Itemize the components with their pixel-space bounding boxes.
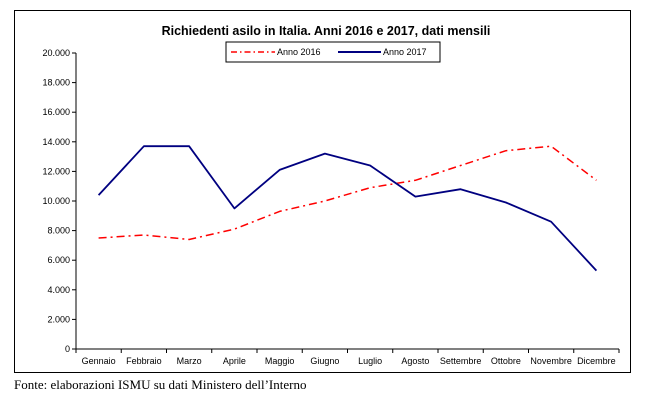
y-tick-label: 16.000 bbox=[42, 107, 70, 117]
source-note: Fonte: elaborazioni ISMU su dati Ministe… bbox=[14, 377, 307, 392]
y-tick-label: 2.000 bbox=[47, 314, 70, 324]
y-tick-label: 18.000 bbox=[42, 78, 70, 88]
x-tick-label: Dicembre bbox=[577, 356, 616, 366]
y-tick-label: 12.000 bbox=[42, 166, 70, 176]
y-tick-label: 4.000 bbox=[47, 285, 70, 295]
series-line-2017 bbox=[97, 145, 598, 272]
y-tick-label: 20.000 bbox=[42, 48, 70, 58]
x-tick-label: Ottobre bbox=[491, 356, 521, 366]
x-tick-label: Aprile bbox=[223, 356, 246, 366]
x-tick-label: Novembre bbox=[530, 356, 572, 366]
legend-box bbox=[225, 41, 441, 63]
chart-frame: Richiedenti asilo in Italia. Anni 2016 e… bbox=[14, 10, 631, 373]
x-tick-label: Luglio bbox=[358, 356, 382, 366]
x-tick-label: Marzo bbox=[177, 356, 202, 366]
x-tick-label: Gennaio bbox=[82, 356, 116, 366]
series-line-2016 bbox=[98, 145, 597, 241]
y-tick-label: 6.000 bbox=[47, 255, 70, 265]
y-tick-label: 0 bbox=[65, 344, 70, 354]
x-tick-label: Settembre bbox=[440, 356, 482, 366]
legend: Anno 2016 Anno 2017 bbox=[225, 41, 441, 63]
y-tick-label: 8.000 bbox=[47, 226, 70, 236]
legend-label-2017: Anno 2017 bbox=[383, 47, 427, 57]
x-tick-label: Febbraio bbox=[126, 356, 162, 366]
x-tick-label: Maggio bbox=[265, 356, 295, 366]
x-tick-label: Giugno bbox=[310, 356, 339, 366]
y-tick-label: 14.000 bbox=[42, 137, 70, 147]
y-tick-label: 10.000 bbox=[42, 196, 70, 206]
x-tick-label: Agosto bbox=[401, 356, 429, 366]
chart-title: Richiedenti asilo in Italia. Anni 2016 e… bbox=[162, 24, 491, 38]
line-chart: Richiedenti asilo in Italia. Anni 2016 e… bbox=[42, 24, 620, 366]
plot-area: 0 2.000 4.000 6.000 8.000 10.000 12.000 14.000 1… bbox=[42, 48, 620, 366]
legend-label-2016: Anno 2016 bbox=[277, 47, 321, 57]
